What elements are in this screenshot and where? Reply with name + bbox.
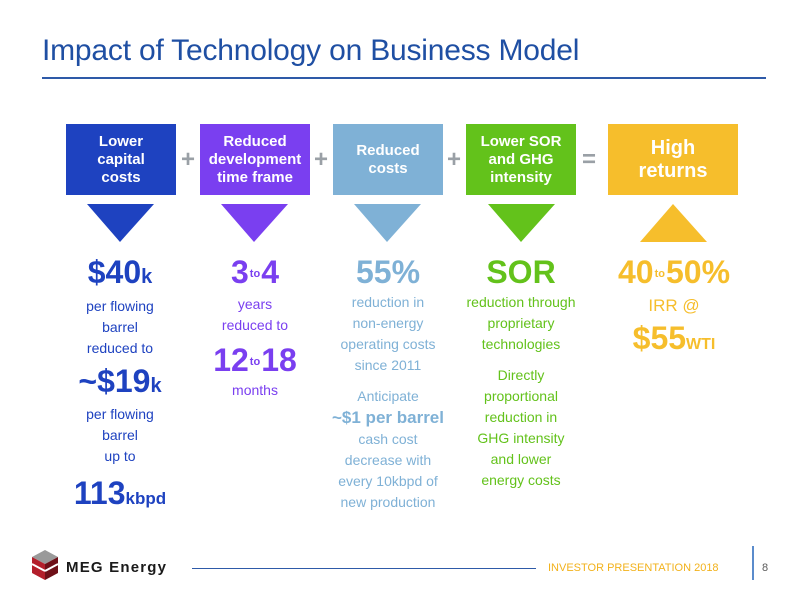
box-reduced-costs: Reduced costs [333,124,443,195]
box-label: Lower capital costs [97,132,145,186]
box-label: Reduced costs [356,141,420,177]
metric-desc: per flowing barrel up to [86,406,154,464]
box-label: Reduced development time frame [208,132,302,186]
company-logo-icon [31,550,59,580]
col-reduced-costs: 55% reduction in non-energy operating co… [324,254,452,513]
plus-operator: + [447,146,462,173]
box-label: Lower SOR and GHG intensity [480,132,562,186]
plus-operator: + [181,146,196,173]
up-arrow-icon [640,204,707,242]
col-sor-ghg: SOR reduction through proprietary techno… [456,254,586,491]
box-reduced-development: Reduced development time frame [200,124,310,195]
metric-value: 55% [355,254,421,290]
box-label: High returns [638,136,708,182]
metric-desc: reduction through proprietary technologi… [466,294,576,352]
page-title: Impact of Technology on Business Model [42,34,580,67]
footer-separator [752,546,754,580]
down-arrow-icon [87,204,154,242]
company-brand: MEG Energy [66,559,168,576]
footer-divider [192,568,536,569]
title-divider [42,77,766,79]
col-high-returns: 40to50% IRR @ $55WTI [598,254,750,363]
metric-desc: years reduced to [221,296,289,333]
metric-value: SOR [486,254,556,290]
plus-operator: + [314,146,329,173]
anticipate-label: Anticipate [357,388,419,404]
irr-label: IRR @ [648,296,700,315]
cost-highlight: ~$1 per barrel [332,408,444,427]
box-lower-sor-ghg: Lower SOR and GHG intensity [466,124,576,195]
footer-label: INVESTOR PRESENTATION 2018 [548,562,719,574]
col-development-time: 3to4 years reduced to 12to18 months [192,254,318,401]
metric-value: $40k [87,254,153,290]
metric-value: 40to50% [617,254,731,290]
metric-value: 113kbpd [73,475,167,511]
metric-value: ~$19k [78,363,162,399]
page-number: 8 [762,562,769,574]
down-arrow-icon [354,204,421,242]
col-capital-costs: $40k per flowing barrel reduced to ~$19k… [56,254,184,517]
box-lower-capital-costs: Lower capital costs [66,124,176,195]
metric-value: 12to18 [213,342,297,378]
metric-desc: cash cost decrease with every 10kbpd of … [338,431,438,510]
metric-value: 3to4 [231,254,279,290]
metric-desc: months [232,382,278,398]
metric-desc: per flowing barrel reduced to [86,298,154,356]
equals-operator: = [582,146,597,173]
metric-desc: Directly proportional reduction in GHG i… [477,367,565,488]
down-arrow-icon [488,204,555,242]
metric-value: $55WTI [632,320,716,356]
box-high-returns: High returns [608,124,738,195]
down-arrow-icon [221,204,288,242]
metric-desc: reduction in non-energy operating costs … [340,294,436,373]
